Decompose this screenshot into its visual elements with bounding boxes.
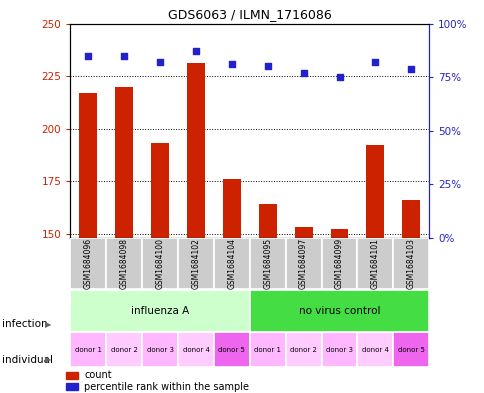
Point (263, 63, 271, 70)
Bar (357, 238, 393, 289)
Point (120, 53, 128, 59)
Bar (249, 238, 285, 289)
Bar (142, 332, 178, 367)
Bar (402, 200, 419, 238)
Text: GSM1684097: GSM1684097 (299, 238, 307, 289)
Bar (321, 332, 357, 367)
Text: count: count (84, 370, 111, 380)
Bar (151, 143, 168, 238)
Text: donor 3: donor 3 (146, 347, 173, 353)
Bar (70, 332, 106, 367)
Text: GSM1684101: GSM1684101 (370, 238, 379, 289)
Bar (393, 332, 428, 367)
Bar (65, 372, 78, 379)
Text: individual: individual (2, 354, 53, 365)
Bar (249, 332, 285, 367)
Text: donor 4: donor 4 (182, 347, 209, 353)
Point (371, 59, 378, 65)
Bar (178, 238, 213, 289)
Text: ▶: ▶ (45, 355, 51, 364)
Text: influenza A: influenza A (131, 306, 189, 316)
Bar (106, 332, 142, 367)
Text: GSM1684095: GSM1684095 (263, 238, 272, 289)
Point (227, 61, 235, 68)
Text: ▶: ▶ (45, 320, 51, 329)
Bar (393, 238, 428, 289)
Text: donor 5: donor 5 (397, 347, 424, 353)
Bar (357, 332, 393, 367)
Bar (321, 238, 357, 289)
Bar (65, 384, 78, 391)
Bar (79, 93, 97, 238)
Bar (186, 64, 204, 238)
Bar (70, 290, 249, 332)
Point (407, 65, 414, 72)
Title: GDS6063 / ILMN_1716086: GDS6063 / ILMN_1716086 (167, 8, 331, 21)
Bar (115, 86, 133, 238)
Bar (213, 332, 249, 367)
Bar (285, 238, 321, 289)
Bar (213, 238, 249, 289)
Bar (285, 332, 321, 367)
Text: percentile rank within the sample: percentile rank within the sample (84, 382, 248, 392)
Bar (106, 238, 142, 289)
Text: GSM1684104: GSM1684104 (227, 238, 236, 289)
Point (299, 70, 307, 76)
Text: GSM1684098: GSM1684098 (120, 238, 128, 289)
Bar (178, 332, 213, 367)
Text: GSM1684100: GSM1684100 (155, 238, 164, 289)
Text: donor 2: donor 2 (110, 347, 137, 353)
Text: GSM1684099: GSM1684099 (334, 238, 343, 289)
Text: donor 5: donor 5 (218, 347, 245, 353)
Point (156, 59, 164, 65)
Bar (142, 238, 178, 289)
Bar (330, 230, 348, 238)
Point (84, 53, 92, 59)
Bar (258, 204, 276, 238)
Text: donor 1: donor 1 (254, 347, 281, 353)
Text: donor 3: donor 3 (325, 347, 352, 353)
Text: infection: infection (2, 319, 48, 329)
Text: GSM1684103: GSM1684103 (406, 238, 415, 289)
Text: donor 1: donor 1 (75, 347, 102, 353)
Bar (294, 227, 312, 238)
Text: no virus control: no virus control (298, 306, 379, 316)
Bar (70, 238, 106, 289)
Point (192, 48, 199, 55)
Text: GSM1684102: GSM1684102 (191, 238, 200, 289)
Bar (249, 290, 428, 332)
Bar (222, 179, 240, 238)
Text: GSM1684096: GSM1684096 (84, 238, 92, 289)
Text: donor 4: donor 4 (361, 347, 388, 353)
Point (335, 74, 343, 80)
Bar (366, 145, 383, 238)
Text: donor 2: donor 2 (289, 347, 317, 353)
